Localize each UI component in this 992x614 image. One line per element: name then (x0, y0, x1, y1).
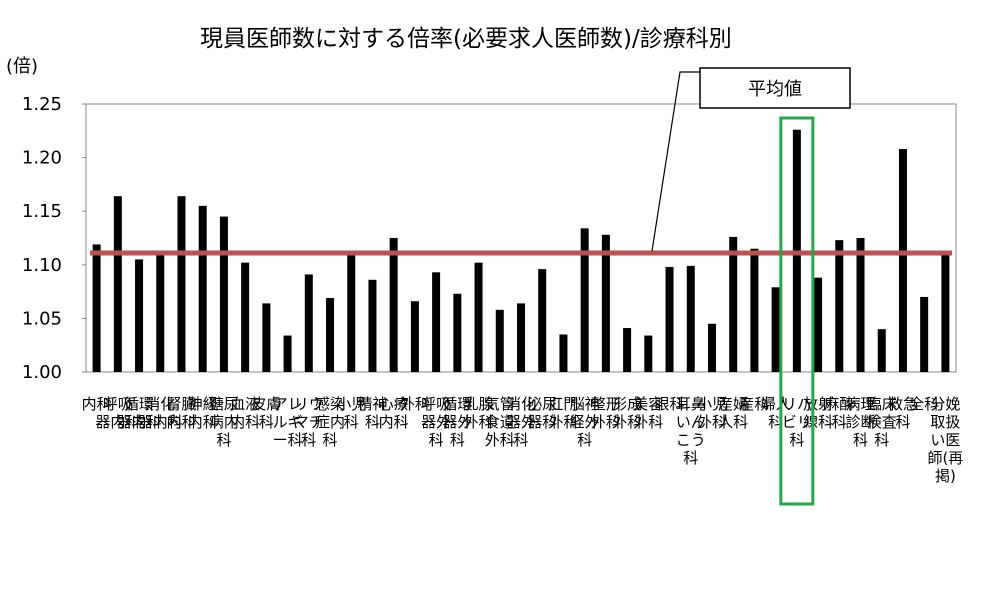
bar (856, 238, 865, 372)
x-tick-label: 内科 (82, 395, 112, 413)
x-tick-label: 産科 (739, 395, 769, 413)
x-tick-label: 腎臓内科 (166, 395, 196, 431)
x-tick-label: 形成外科 (612, 395, 642, 431)
bar (750, 248, 759, 372)
x-tick-label: 心療内科 (379, 395, 409, 431)
x-tick-label: 乳腺外科 (464, 395, 494, 431)
x-tick-label: 皮膚科 (251, 395, 281, 431)
bar (410, 301, 419, 372)
x-tick-label: リウマチ科 (294, 395, 324, 449)
x-tick-label: 消化器外科 (506, 395, 536, 449)
x-tick-label: 呼吸器内科 (95, 395, 140, 431)
y-axis: 1.00 1.05 1.10 1.15 1.20 1.25 (22, 94, 86, 383)
y-tick-label: 1.15 (22, 201, 62, 222)
y-tick-label: 1.05 (22, 308, 62, 329)
x-tick-label: 全科 (909, 395, 939, 413)
bar (241, 262, 250, 372)
bar (389, 238, 398, 372)
bar (347, 255, 356, 372)
y-tick-label: 1.00 (22, 362, 62, 383)
x-tick-label: 循環器外科 (442, 395, 472, 449)
x-tick-label: 眼科 (655, 395, 685, 413)
bar (177, 196, 186, 372)
bar (686, 265, 695, 372)
bar (262, 303, 271, 372)
x-tick-label: 感染症内科 (315, 395, 345, 449)
bar (304, 274, 313, 372)
bar (219, 216, 228, 372)
x-tick-label: 精神科 (357, 395, 387, 431)
bar (623, 328, 632, 372)
y-tick-label: 1.20 (22, 148, 62, 169)
x-tick-label: 分娩取扱い医師(再掲) (927, 395, 963, 485)
x-tick-label: 耳鼻いんこう科 (676, 395, 706, 467)
bar (198, 205, 207, 372)
x-tick-label: 神経内科 (188, 395, 218, 431)
x-tick-label: 臨床検査科 (867, 395, 897, 449)
bar-series (92, 129, 950, 372)
average-annotation-leader (651, 71, 700, 252)
x-tick-label: 整形外科 (591, 395, 621, 431)
x-tick-label: 泌尿器科 (527, 395, 557, 431)
x-tick-label: 肛門外科 (548, 395, 578, 431)
x-tick-label: 糖尿病内科 (209, 395, 239, 449)
bar (814, 277, 823, 372)
bar (432, 272, 441, 372)
bar (368, 279, 377, 372)
highlight-box (779, 116, 815, 506)
bar (898, 149, 907, 372)
x-tick-label: 脳神経外科 (570, 395, 600, 449)
bar (580, 228, 589, 372)
y-axis-unit-label: (倍) (6, 56, 38, 77)
bar (644, 335, 653, 372)
x-tick-label: 放射線科 (803, 395, 833, 431)
x-tick-label: 呼吸器外科 (421, 395, 451, 449)
bar (453, 293, 462, 372)
x-tick-label: 血液内科 (230, 395, 260, 431)
x-tick-label: 外科 (400, 395, 430, 413)
bar (941, 254, 950, 372)
x-tick-label: 小児外科 (697, 395, 727, 431)
bar (665, 266, 674, 372)
x-tick-label: リハビリ科 (782, 395, 812, 449)
average-annotation-box (699, 67, 851, 109)
bar (495, 309, 504, 372)
bar (283, 335, 292, 372)
x-tick-label: 気管食道外科 (485, 395, 515, 449)
bar (771, 287, 780, 372)
bar (92, 244, 101, 372)
bar (113, 196, 122, 372)
bar (156, 254, 165, 372)
bar (517, 303, 525, 372)
bar (920, 296, 929, 372)
x-tick-label: 小児科 (336, 395, 366, 431)
average-annotation-label: 平均値 (748, 79, 802, 100)
chart-title: 現員医師数に対する倍率(必要求人医師数)/診療科別 (200, 26, 732, 52)
bar (135, 259, 144, 372)
bar (835, 240, 844, 372)
bar (474, 262, 483, 372)
x-tick-label: 美容外科 (633, 395, 663, 431)
x-axis-labels: 内科呼吸器内科循環器内科消化器内科腎臓内科神経内科糖尿病内科血液内科皮膚科アレル… (82, 395, 964, 485)
bar (326, 298, 335, 372)
bar (707, 323, 716, 372)
bar (877, 329, 886, 372)
bar (538, 269, 547, 372)
x-tick-label: 循環器内科 (117, 395, 162, 431)
x-tick-label: 産婦人科 (718, 395, 748, 431)
x-tick-label: 麻酔科 (824, 395, 854, 431)
bar (601, 234, 610, 372)
x-tick-label: 消化器内科 (138, 395, 183, 431)
x-tick-label: 病理診断科 (846, 395, 876, 449)
y-tick-label: 1.10 (22, 255, 62, 276)
x-tick-label: 救急科 (888, 395, 918, 431)
bar (729, 236, 738, 372)
bar (559, 334, 568, 372)
x-tick-label: アレルギー科 (273, 395, 303, 449)
y-tick-label: 1.25 (22, 94, 62, 115)
